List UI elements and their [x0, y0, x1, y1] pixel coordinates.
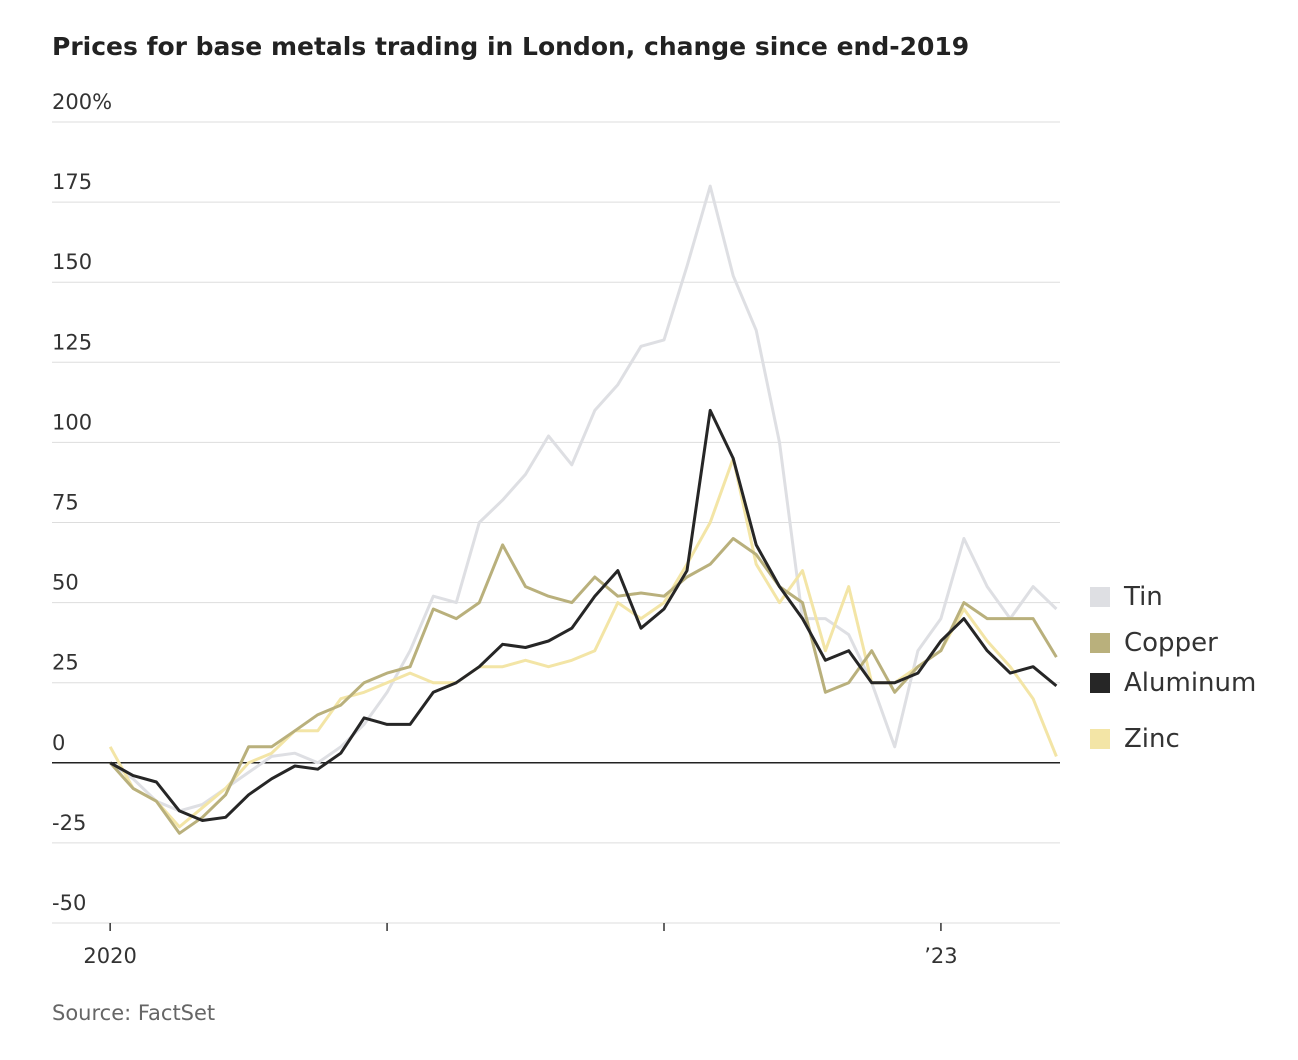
y-tick-label: 75 [52, 491, 79, 515]
y-tick-label: -50 [52, 891, 86, 915]
y-tick-label: 150 [52, 250, 92, 274]
legend-label: Aluminum [1124, 668, 1256, 698]
y-tick-label: 125 [52, 330, 92, 354]
series-line [109, 408, 1058, 822]
legend-swatch [1090, 633, 1110, 653]
y-tick-label: -25 [52, 811, 86, 835]
source: Source: FactSet [52, 1001, 215, 1025]
y-tick-label: 50 [52, 571, 79, 595]
y-tick-label: 100 [52, 410, 92, 434]
series-line [109, 184, 1058, 813]
legend-swatch [1090, 729, 1110, 749]
x-tick-label: ’23 [924, 944, 957, 968]
y-tick-label: 175 [52, 170, 92, 194]
legend-label: Copper [1124, 628, 1218, 658]
legend-swatch [1090, 587, 1110, 607]
series-line [109, 537, 1058, 835]
x-tick-label: 2020 [83, 944, 136, 968]
y-tick-label: 200% [52, 90, 112, 114]
y-tick-label: 25 [52, 651, 79, 675]
chart-title: Prices for base metals trading in London… [52, 32, 969, 61]
legend-label: Tin [1123, 582, 1163, 612]
legend-label: Zinc [1124, 724, 1180, 754]
legend-swatch [1090, 673, 1110, 693]
y-tick-label: 0 [52, 731, 65, 755]
